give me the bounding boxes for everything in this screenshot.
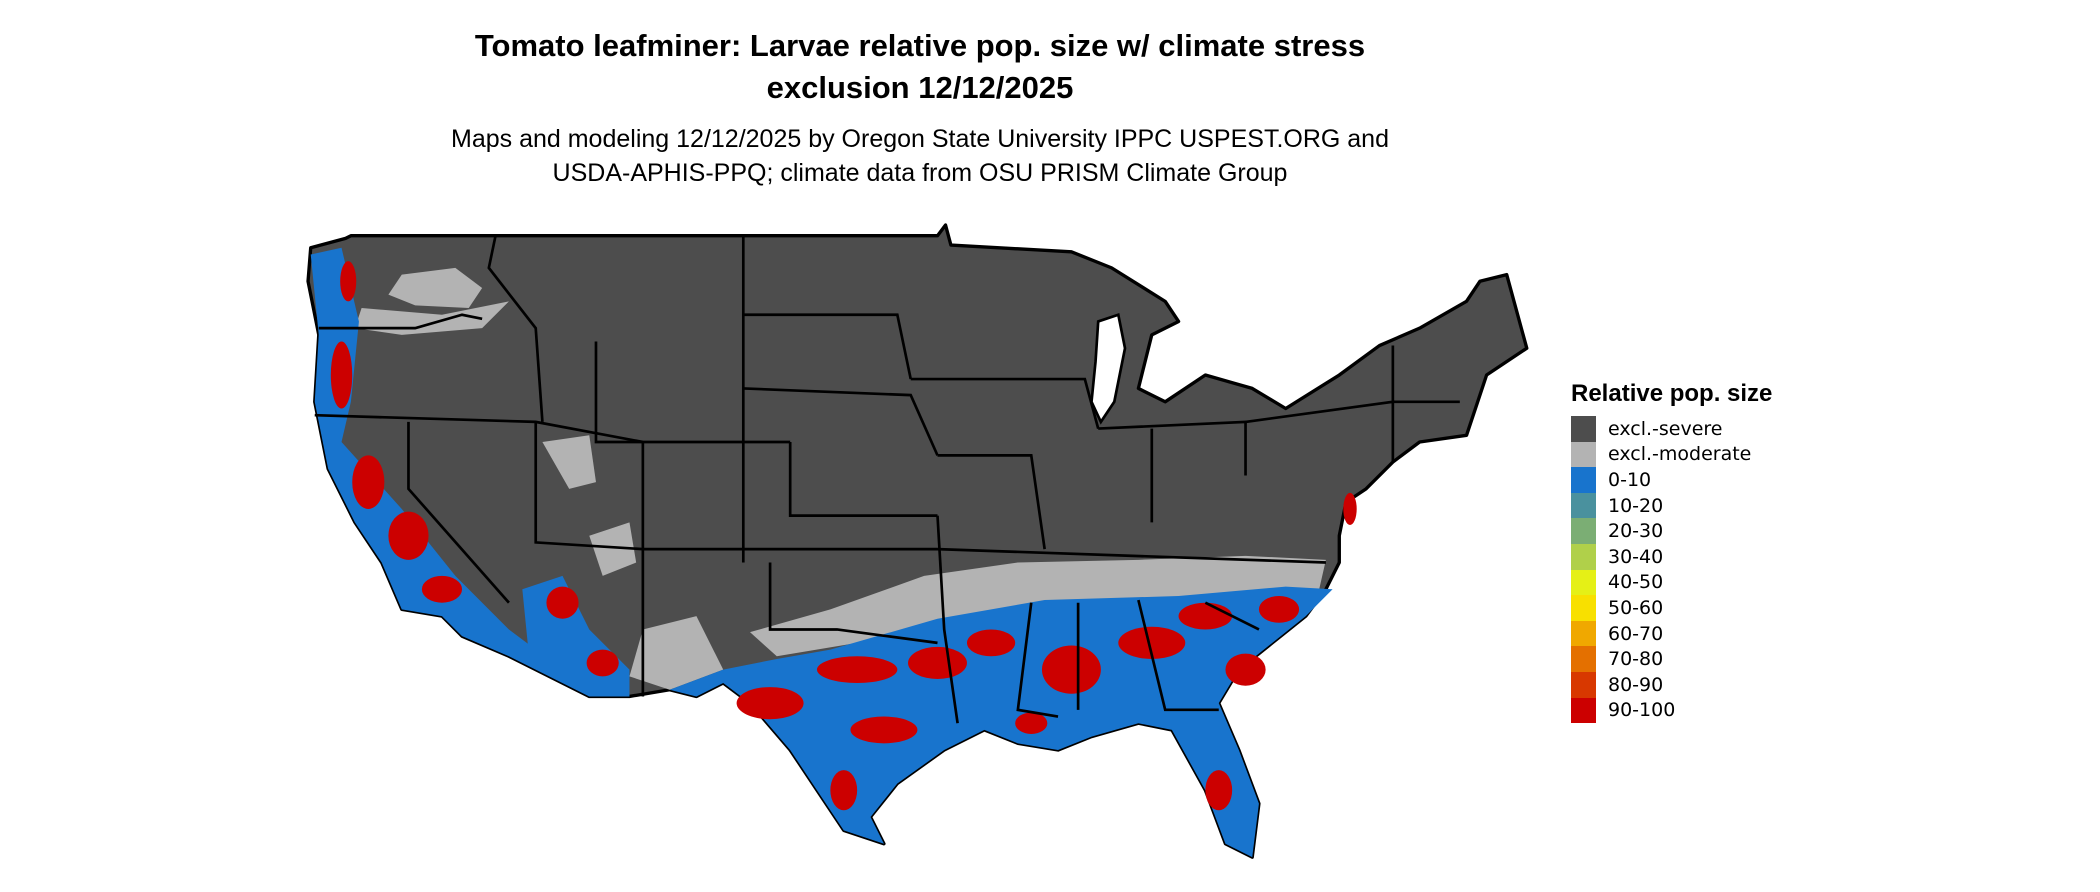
legend-item: excl.-severe <box>1571 416 1772 442</box>
legend-label: excl.-moderate <box>1608 443 1752 466</box>
legend-label: 10-20 <box>1608 494 1664 517</box>
legend-items: excl.-severe excl.-moderate 0-10 10-20 20-30… <box>1571 416 1772 724</box>
lake-michigan <box>1090 312 1127 425</box>
legend-label: 60-70 <box>1608 622 1664 645</box>
state-borders <box>314 235 1460 724</box>
map-subtitle: Maps and modeling 12/12/2025 by Oregon S… <box>320 122 1520 190</box>
legend-item: 40-50 <box>1571 569 1772 596</box>
legend-item: 0-10 <box>1571 467 1772 493</box>
legend-item: 60-70 <box>1571 620 1772 647</box>
legend-label: 80-90 <box>1608 673 1664 696</box>
legend-label: excl.-severe <box>1608 417 1723 440</box>
legend-swatch <box>1571 467 1596 493</box>
legend-item: 30-40 <box>1571 543 1772 570</box>
subtitle-line-1: Maps and modeling 12/12/2025 by Oregon S… <box>451 125 1389 153</box>
map-title: Tomato leafminer: Larvae relative pop. s… <box>320 25 1520 109</box>
legend-label: 50-60 <box>1608 596 1664 619</box>
legend-swatch <box>1571 518 1596 544</box>
title-line-2: exclusion 12/12/2025 <box>766 70 1074 105</box>
legend-label: 0-10 <box>1608 468 1652 491</box>
legend-label: 40-50 <box>1608 571 1664 594</box>
legend-swatch <box>1571 595 1596 621</box>
legend-swatch <box>1571 569 1596 596</box>
legend-swatch <box>1571 620 1596 647</box>
legend-swatch <box>1571 492 1596 519</box>
legend-swatch <box>1571 671 1596 698</box>
legend-item: 20-30 <box>1571 518 1772 544</box>
legend: Relative pop. size excl.-severe excl.-mod… <box>1571 380 1773 724</box>
legend-item: 10-20 <box>1571 492 1772 519</box>
legend-item: 80-90 <box>1571 671 1772 698</box>
legend-item: 90-100 <box>1571 697 1772 724</box>
subtitle-line-2: USDA-APHIS-PPQ; climate data from OSU PR… <box>552 159 1288 187</box>
title-line-1: Tomato leafminer: Larvae relative pop. s… <box>474 28 1366 63</box>
legend-swatch <box>1571 441 1596 468</box>
legend-swatch <box>1571 543 1596 570</box>
legend-swatch <box>1571 646 1596 672</box>
legend-label: 30-40 <box>1608 545 1664 568</box>
legend-label: 90-100 <box>1608 699 1676 722</box>
legend-item: 70-80 <box>1571 646 1772 672</box>
legend-swatch <box>1571 416 1596 442</box>
legend-label: 20-30 <box>1608 520 1664 543</box>
legend-item: 50-60 <box>1571 595 1772 621</box>
legend-item: excl.-moderate <box>1571 441 1772 468</box>
legend-label: 70-80 <box>1608 648 1664 671</box>
legend-swatch <box>1571 697 1596 724</box>
legend-title: Relative pop. size <box>1571 380 1773 407</box>
